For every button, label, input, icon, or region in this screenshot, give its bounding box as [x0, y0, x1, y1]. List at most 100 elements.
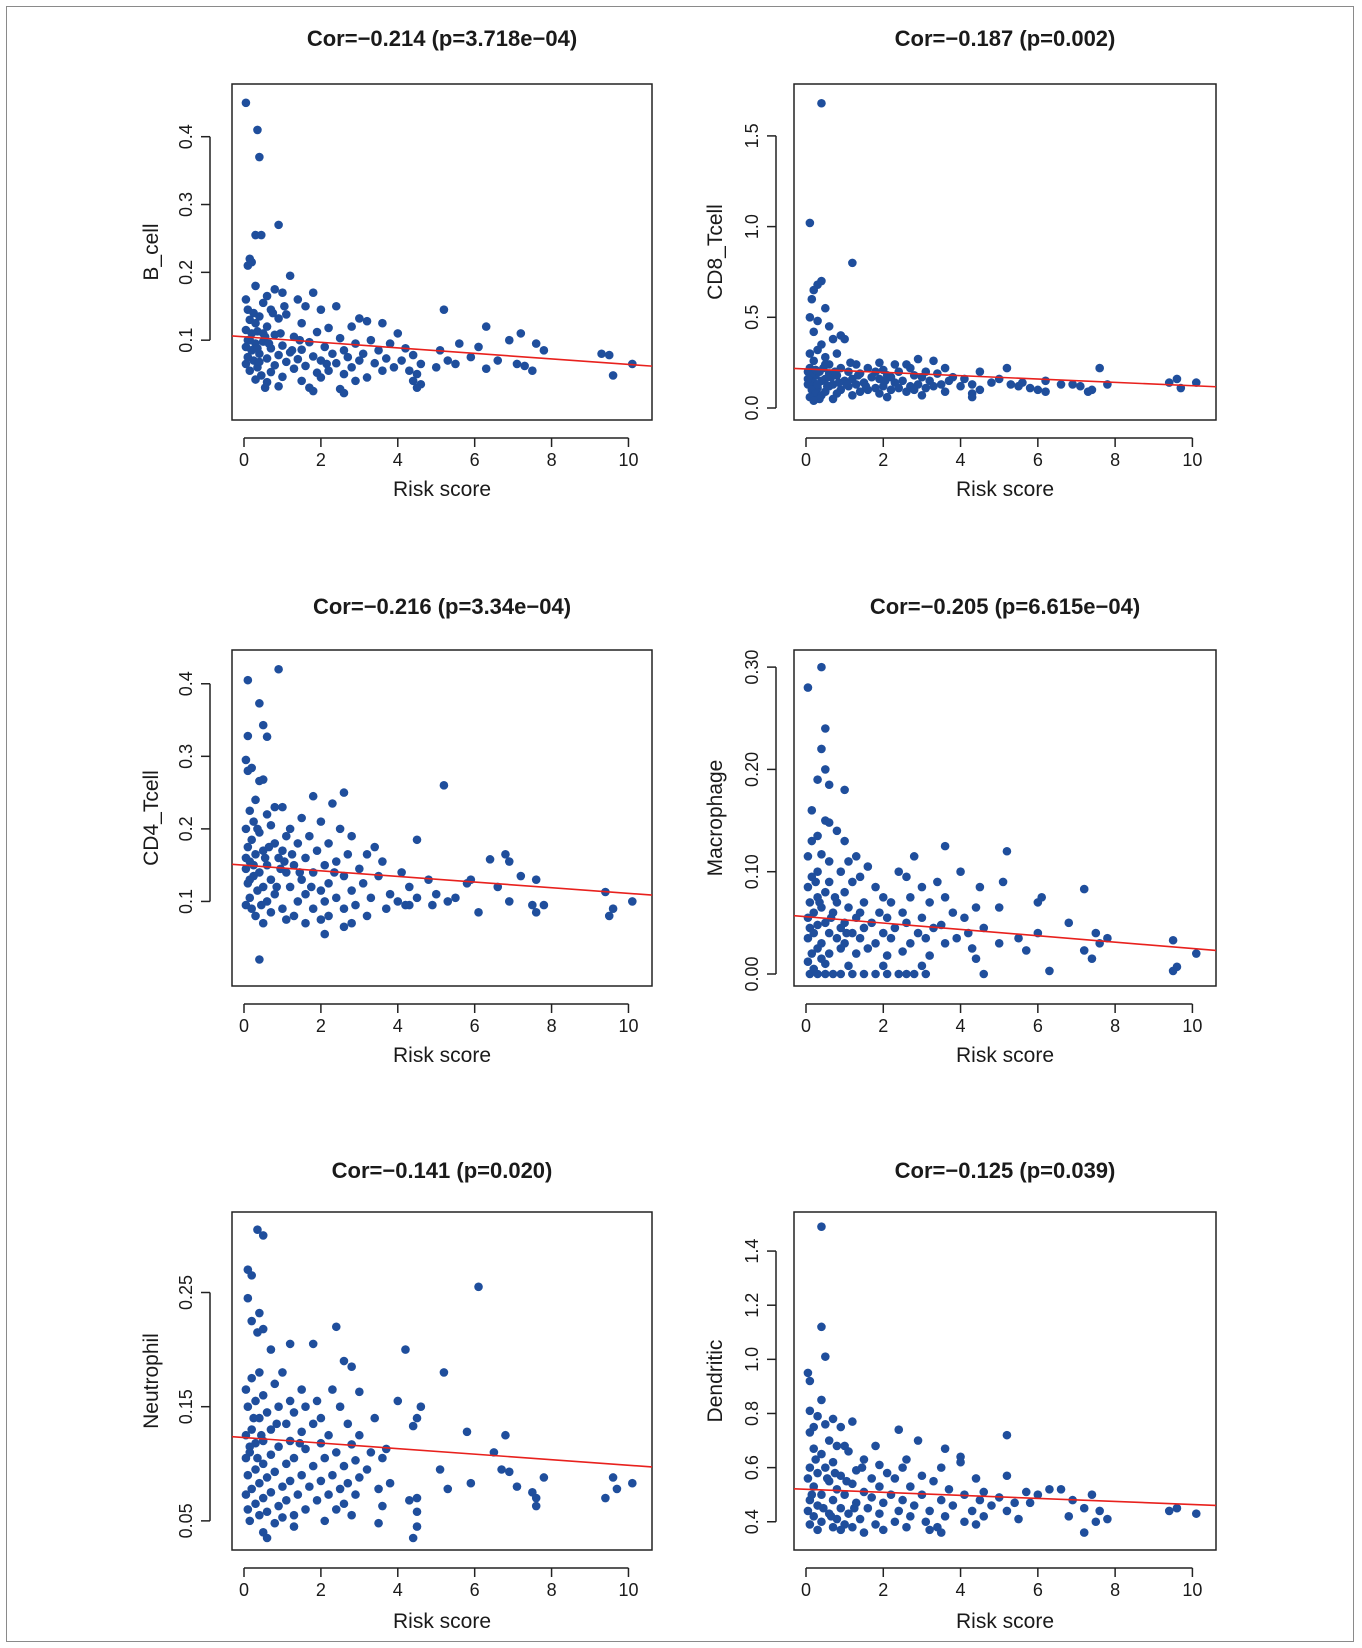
data-point	[320, 897, 330, 906]
data-point	[247, 1484, 256, 1494]
data-point	[960, 374, 969, 384]
data-point	[817, 850, 826, 859]
data-point	[247, 835, 256, 845]
data-point	[316, 886, 326, 895]
data-point	[331, 857, 341, 866]
x-tick-label: 8	[1110, 450, 1120, 470]
x-axis-label: Risk score	[393, 1610, 491, 1633]
data-point	[405, 366, 414, 375]
data-point	[512, 1482, 522, 1491]
data-point	[817, 662, 826, 672]
data-point	[975, 385, 985, 395]
data-point	[811, 1455, 820, 1464]
data-point	[859, 923, 869, 933]
data-point	[809, 285, 819, 295]
data-point	[539, 1473, 549, 1482]
data-point	[312, 1496, 322, 1505]
y-axis-label: CD4_Tcell	[140, 770, 163, 866]
data-point	[431, 363, 441, 372]
x-tick-label: 2	[878, 450, 888, 470]
data-point	[882, 913, 892, 923]
data-point	[817, 954, 826, 963]
data-point	[805, 1406, 815, 1416]
data-point	[431, 889, 441, 899]
data-point	[270, 1379, 280, 1389]
data-point	[1191, 378, 1201, 387]
data-point	[512, 359, 522, 369]
data-point	[378, 318, 387, 328]
data-point	[975, 882, 985, 892]
data-point	[940, 841, 950, 851]
regression-line	[231, 1435, 653, 1468]
data-point	[848, 258, 857, 268]
data-point	[803, 1474, 813, 1483]
y-tick-label: 1.0	[742, 1347, 762, 1372]
data-point	[956, 867, 965, 877]
data-point	[967, 380, 977, 389]
x-tick-label: 2	[878, 1016, 888, 1036]
x-tick-label: 6	[470, 450, 480, 470]
data-point	[861, 381, 871, 391]
data-point	[813, 345, 822, 355]
data-point	[1087, 1490, 1097, 1499]
data-point	[894, 969, 904, 979]
chart-title: Cor=−0.216 (p=3.34e−04)	[313, 594, 571, 619]
data-point	[813, 1525, 822, 1535]
y-tick-label: 0.8	[742, 1401, 762, 1426]
data-point	[1095, 1506, 1104, 1516]
regression-line	[793, 367, 1217, 388]
data-point	[241, 1385, 251, 1394]
data-point	[504, 1467, 514, 1477]
data-point	[260, 383, 270, 392]
data-point	[451, 893, 460, 903]
x-tick-label: 8	[547, 1580, 557, 1600]
x-tick-label: 8	[547, 1016, 557, 1036]
data-point	[324, 1490, 333, 1499]
data-point	[936, 1463, 946, 1472]
y-tick-label: 0.6	[742, 1455, 762, 1480]
data-point	[455, 339, 464, 348]
data-point	[871, 969, 880, 979]
data-points	[241, 664, 637, 964]
data-point	[917, 1490, 927, 1499]
data-point	[439, 305, 449, 314]
x-tick-label: 8	[1110, 1580, 1120, 1600]
data-point	[821, 887, 830, 897]
data-point	[278, 288, 287, 297]
data-point	[1095, 363, 1104, 373]
data-point	[305, 1482, 314, 1491]
data-point	[844, 903, 853, 912]
x-tick-label: 8	[1110, 1016, 1120, 1036]
x-tick-label: 4	[393, 450, 403, 470]
y-tick-label: 0.30	[742, 650, 762, 685]
x-tick-label: 10	[1182, 1580, 1202, 1600]
data-point	[262, 732, 272, 742]
data-point	[243, 842, 253, 852]
data-point	[324, 911, 333, 921]
data-point	[840, 785, 849, 795]
data-point	[828, 334, 838, 344]
x-tick-label: 4	[956, 450, 966, 470]
data-point	[821, 352, 830, 362]
data-point	[253, 1225, 262, 1235]
data-point	[1014, 933, 1023, 943]
data-point	[821, 1420, 830, 1429]
data-point	[351, 1456, 360, 1465]
data-point	[243, 352, 253, 362]
data-point	[255, 699, 264, 708]
data-point	[358, 349, 368, 359]
data-point	[412, 369, 422, 379]
data-point	[308, 1339, 318, 1349]
data-point	[308, 288, 318, 297]
data-point	[1002, 1506, 1012, 1516]
data-point	[933, 369, 942, 378]
data-point	[278, 1482, 287, 1491]
x-tick-label: 10	[618, 1580, 638, 1600]
data-point	[1025, 383, 1035, 393]
data-point	[628, 1478, 637, 1488]
data-point	[245, 893, 255, 903]
data-point	[320, 1453, 330, 1463]
data-point	[871, 1441, 880, 1451]
data-point	[255, 776, 264, 786]
data-point	[913, 1436, 923, 1445]
